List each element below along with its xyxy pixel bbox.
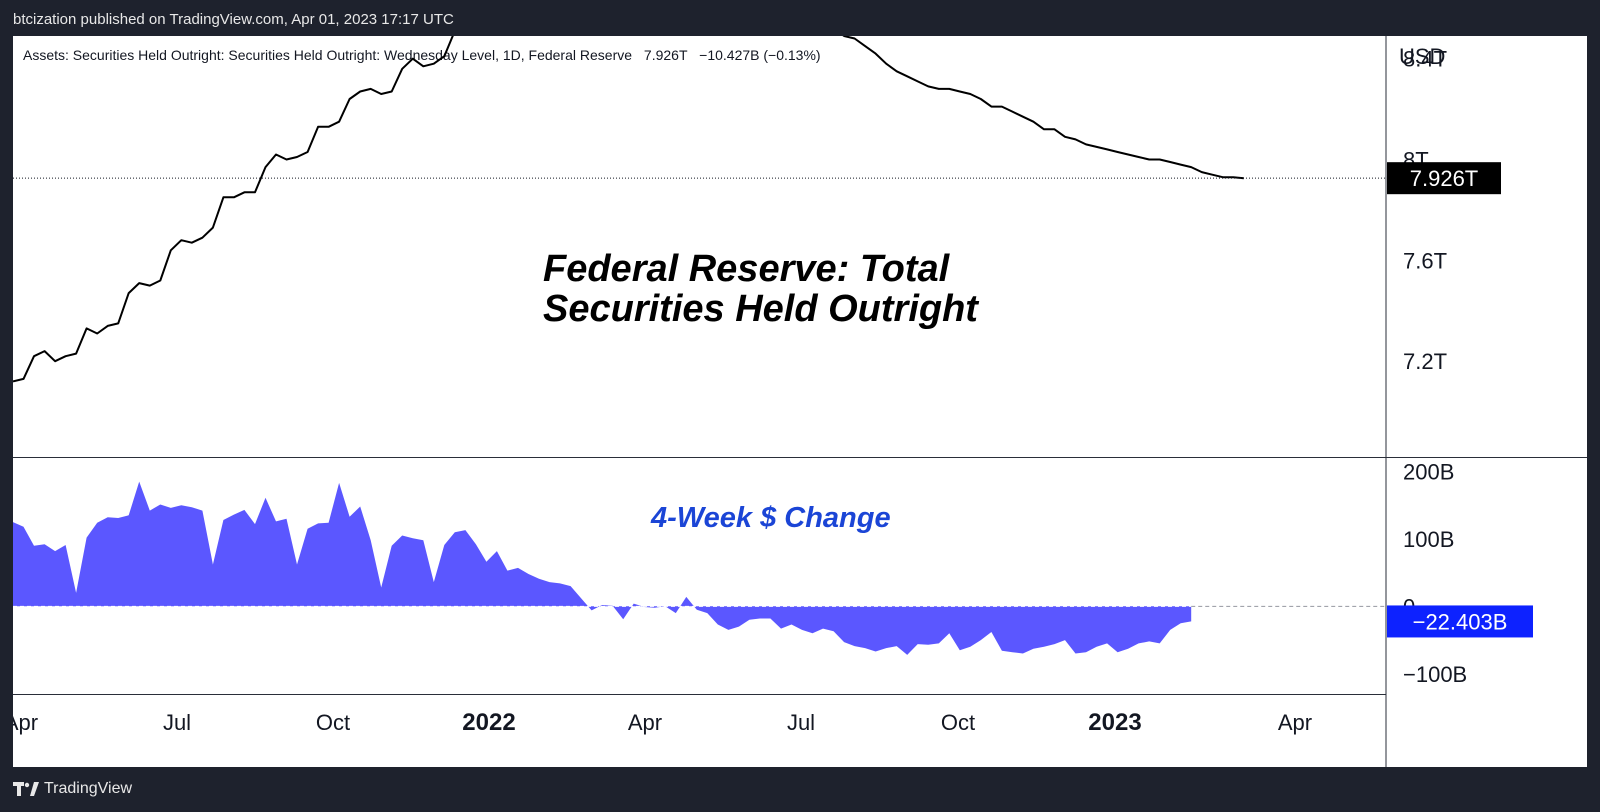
footer: TradingView <box>0 767 1600 812</box>
x-tick-0: Apr <box>13 710 38 735</box>
x-tick-1: Jul <box>163 710 191 735</box>
x-tick-2: Oct <box>316 710 350 735</box>
main-last-value-label: 7.926T <box>1410 166 1479 191</box>
x-tick-6: Oct <box>941 710 975 735</box>
legend-value: 7.926T <box>644 47 688 63</box>
chart-svg[interactable]: Assets: Securities Held Outright: Securi… <box>13 36 1587 767</box>
legend-change: −10.427B (−0.13%) <box>699 47 820 63</box>
currency-label: USD <box>1399 44 1445 69</box>
chart-container[interactable]: Assets: Securities Held Outright: Securi… <box>13 36 1587 767</box>
sub-series-area <box>13 481 1192 655</box>
x-tick-5: Jul <box>787 710 815 735</box>
sub-series <box>13 481 1386 655</box>
main-y-tick-0: 7.2T <box>1403 349 1447 374</box>
x-tick-4: Apr <box>628 710 662 735</box>
last-value-badges: 7.926T −22.403B <box>1387 162 1533 638</box>
change-pane-title: 4-Week $ Change <box>650 502 891 534</box>
main-last-value-badge <box>1387 162 1501 195</box>
main-series-line <box>13 36 1244 383</box>
x-tick-3: 2022 <box>462 709 515 736</box>
main-y-tick-1: 7.6T <box>1403 248 1447 273</box>
main-series <box>13 36 1386 383</box>
x-tick-8: Apr <box>1278 710 1312 735</box>
published-bar: btcization published on TradingView.com,… <box>0 0 1600 36</box>
legend-text: Assets: Securities Held Outright: Securi… <box>23 47 821 63</box>
sub-y-tick-0: 200B <box>1403 459 1454 484</box>
chart-title-line-2: Securities Held Outright <box>543 288 979 330</box>
sub-y-tick-3: −100B <box>1403 662 1467 687</box>
chart-title-line-1: Federal Reserve: Total <box>543 248 951 290</box>
published-text: btcization published on TradingView.com,… <box>13 11 454 28</box>
tradingview-logo-icon[interactable] <box>13 781 39 797</box>
legend-series-name: Assets: Securities Held Outright: Securi… <box>23 47 632 63</box>
sub-y-tick-1: 100B <box>1403 527 1454 552</box>
x-axis-ticks: Apr Jul Oct 2022 Apr Jul Oct 2023 Apr <box>13 709 1312 736</box>
tradingview-brand[interactable]: TradingView <box>44 780 133 797</box>
main-y-tick-3: 8.4T <box>1403 47 1447 72</box>
sub-y-axis-ticks: 200B100B0−100B <box>1403 459 1467 686</box>
sub-last-value-label: −22.403B <box>1413 609 1508 634</box>
x-tick-7: 2023 <box>1088 709 1141 736</box>
chart-title: Federal Reserve: Total Securities Held O… <box>543 248 979 330</box>
sub-last-value-badge <box>1387 605 1533 638</box>
